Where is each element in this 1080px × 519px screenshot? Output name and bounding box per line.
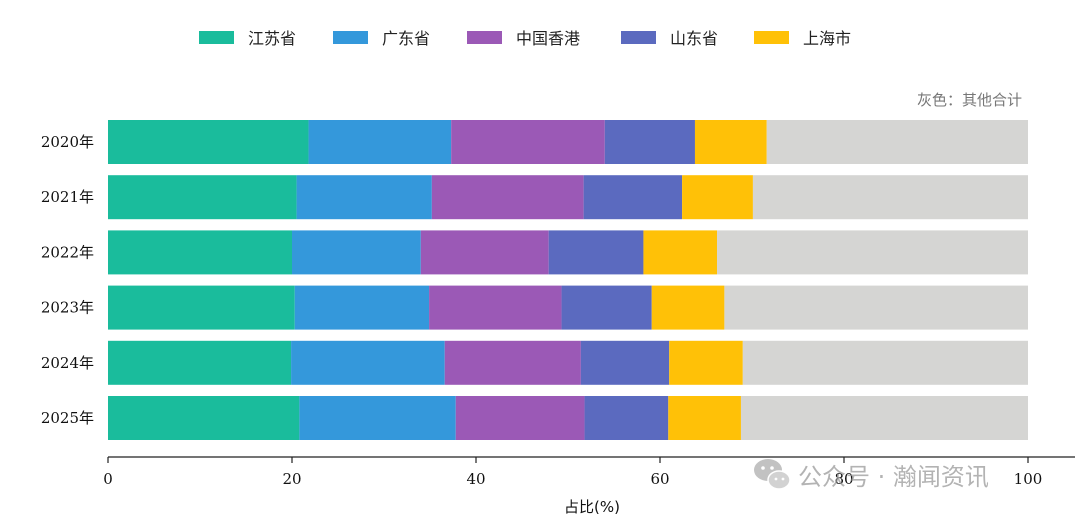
x-tick-label: 100 [1014,470,1043,488]
bar-2020年-series-广东省 [308,120,452,164]
bar-2020年-series-中国香港 [451,120,605,164]
x-tick-label: 80 [834,470,853,488]
x-tick-label: 40 [466,470,485,488]
bar-2021年-series-other [752,175,1028,220]
bar-2025年-series-中国香港 [455,396,585,440]
bar-2024年-series-other [742,340,1028,385]
watermark-text: 公众号 · 瀚闻资讯 [798,463,989,491]
legend: 江苏省 广东省 中国香港 山东省 上海市 [199,29,851,48]
legend-label: 广东省 [382,29,430,48]
bar-2022年-series-广东省 [292,230,421,275]
bar-2022年-series-other [717,230,1028,275]
bar-2020年-series-江苏省 [108,120,309,164]
bar-2025年-series-other [740,396,1028,440]
bar-2025年-series-上海市 [668,396,741,440]
bar-2022年-series-山东省 [548,230,644,275]
bar-2025年-series-江苏省 [108,396,300,440]
bar-2022年-series-上海市 [643,230,718,275]
y-tick-label: 2023年 [41,299,94,317]
y-tick-label: 2025年 [41,409,94,427]
bar-2021年-series-上海市 [682,175,753,220]
bar-2023年-series-上海市 [651,285,725,330]
wechat-icon [754,459,791,490]
legend-label: 上海市 [803,29,851,48]
bar-2025年-series-山东省 [584,396,669,440]
x-axis: 0 20 40 60 80 100 [103,456,1075,488]
bar-2024年-series-中国香港 [444,340,581,385]
bars-group [108,120,1028,440]
legend-label: 江苏省 [248,29,296,48]
legend-swatch [333,31,368,44]
y-tick-label: 2021年 [41,188,94,206]
legend-swatch [199,31,234,44]
other-total-note: 灰色：其他合计 [917,91,1022,109]
bar-2021年-series-山东省 [583,175,683,220]
bar-2021年-series-中国香港 [431,175,584,220]
bar-2024年-series-广东省 [291,340,445,385]
bar-2020年-series-山东省 [604,120,695,164]
bar-2023年-series-山东省 [561,285,652,330]
bar-2025年-series-广东省 [299,396,456,440]
x-tick-label: 20 [282,470,301,488]
x-tick-label: 0 [103,470,113,488]
bar-2024年-series-江苏省 [108,340,292,385]
y-tick-label: 2020年 [41,133,94,151]
legend-swatch [621,31,656,44]
x-tick-label: 60 [650,470,669,488]
bar-2021年-series-江苏省 [108,175,297,220]
y-axis: 2020年 2021年 2022年 2023年 2024年 2025年 [41,133,94,427]
legend-label: 山东省 [670,29,718,48]
bar-2021年-series-广东省 [296,175,432,220]
bar-2020年-series-上海市 [694,120,767,164]
bar-2024年-series-山东省 [580,340,670,385]
legend-swatch [467,31,502,44]
bar-2023年-series-other [724,285,1028,330]
bar-2023年-series-中国香港 [429,285,562,330]
watermark: 公众号 · 瀚闻资讯 [754,459,989,491]
legend-label: 中国香港 [516,29,580,48]
y-tick-label: 2024年 [41,354,94,372]
x-axis-title: 占比(%) [564,498,620,516]
bar-2023年-series-江苏省 [108,285,295,330]
bar-2022年-series-江苏省 [108,230,292,275]
bar-2024年-series-上海市 [669,340,743,385]
y-tick-label: 2022年 [41,243,94,261]
bar-2020年-series-other [766,120,1028,164]
bar-2022年-series-中国香港 [420,230,549,275]
legend-swatch [754,31,789,44]
bar-2023年-series-广东省 [294,285,430,330]
